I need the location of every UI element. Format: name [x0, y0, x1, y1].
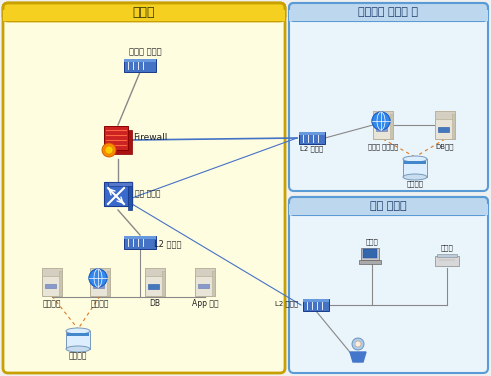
FancyBboxPatch shape: [289, 3, 488, 191]
Bar: [42, 268, 62, 296]
Bar: [435, 256, 459, 266]
Bar: [124, 59, 156, 72]
Bar: [108, 130, 132, 154]
FancyBboxPatch shape: [3, 3, 285, 21]
Circle shape: [355, 341, 361, 347]
Bar: [195, 268, 215, 276]
Text: 노트북: 노트북: [366, 239, 379, 245]
Bar: [3, 10, 285, 21]
Bar: [124, 236, 156, 239]
FancyBboxPatch shape: [289, 3, 488, 21]
Text: L2 스위치: L2 스위치: [154, 240, 182, 249]
Bar: [438, 127, 449, 132]
Polygon shape: [350, 352, 366, 362]
Bar: [93, 284, 104, 288]
Bar: [104, 126, 128, 150]
Bar: [195, 268, 215, 296]
FancyBboxPatch shape: [289, 197, 488, 215]
Bar: [42, 268, 62, 276]
Bar: [404, 161, 426, 164]
Bar: [435, 111, 455, 119]
Circle shape: [89, 269, 107, 287]
Bar: [452, 114, 455, 139]
Ellipse shape: [66, 328, 90, 334]
Bar: [90, 268, 110, 276]
Ellipse shape: [403, 156, 427, 162]
Bar: [198, 284, 209, 288]
Bar: [148, 284, 159, 289]
Bar: [439, 259, 455, 261]
Bar: [59, 271, 62, 296]
Polygon shape: [128, 182, 132, 206]
Bar: [437, 254, 457, 257]
Circle shape: [102, 143, 116, 157]
Bar: [403, 159, 427, 177]
Text: 메트로 스위치: 메트로 스위치: [129, 47, 162, 56]
Bar: [104, 182, 128, 206]
Text: 내부 업무용: 내부 업무용: [370, 201, 407, 211]
Circle shape: [105, 146, 113, 154]
Text: 내부망: 내부망: [133, 6, 155, 18]
FancyBboxPatch shape: [289, 197, 488, 373]
Text: 벽로 스위치: 벽로 스위치: [135, 190, 161, 199]
Bar: [67, 333, 89, 336]
Text: 스캐너: 스캐너: [440, 245, 453, 251]
Text: 유물관리: 유물관리: [91, 300, 109, 308]
Bar: [124, 236, 156, 249]
Bar: [435, 111, 455, 139]
Circle shape: [372, 112, 390, 130]
Ellipse shape: [403, 174, 427, 180]
Text: 스토리지: 스토리지: [407, 181, 424, 187]
Bar: [299, 132, 325, 144]
Text: App 서버: App 서버: [191, 300, 218, 308]
Bar: [390, 114, 393, 139]
Bar: [303, 299, 329, 311]
Text: 아카이브: 아카이브: [43, 300, 61, 308]
Bar: [128, 186, 132, 210]
Bar: [373, 111, 393, 139]
Text: 외부인용 인터넷 망: 외부인용 인터넷 망: [358, 7, 418, 17]
Bar: [124, 59, 156, 62]
Bar: [359, 260, 381, 264]
Bar: [363, 249, 377, 258]
Bar: [90, 268, 110, 296]
Bar: [212, 271, 215, 296]
Bar: [66, 331, 90, 349]
Bar: [145, 268, 165, 296]
Bar: [376, 127, 387, 131]
Bar: [145, 268, 165, 276]
Bar: [303, 299, 329, 302]
Bar: [299, 132, 325, 135]
Text: DB서버: DB서버: [436, 144, 454, 150]
Bar: [373, 111, 393, 119]
Text: Firewall: Firewall: [133, 133, 167, 143]
Bar: [162, 271, 165, 296]
FancyBboxPatch shape: [3, 3, 285, 373]
Ellipse shape: [66, 346, 90, 352]
Bar: [45, 284, 56, 288]
Bar: [289, 204, 488, 215]
Bar: [289, 10, 488, 21]
Text: 스토리지: 스토리지: [69, 352, 87, 361]
Bar: [107, 271, 110, 296]
Bar: [108, 182, 132, 186]
Text: 대민용 홈페이지: 대민용 홈페이지: [368, 144, 398, 150]
Circle shape: [352, 338, 364, 350]
Text: DB: DB: [149, 300, 161, 308]
Text: L2 스위치: L2 스위치: [275, 301, 298, 307]
Bar: [361, 248, 379, 260]
Text: L2 스위치: L2 스위치: [300, 146, 324, 152]
